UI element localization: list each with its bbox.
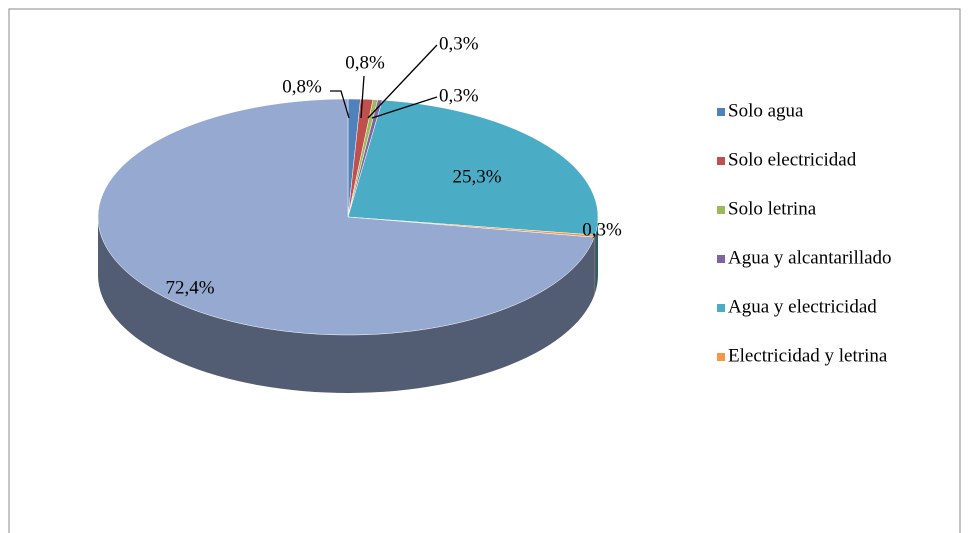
data-label: 0,3% (439, 33, 479, 54)
legend-label: Solo electricidad (728, 149, 857, 170)
pie-slice (347, 99, 599, 236)
legend-label: Solo letrina (728, 198, 817, 219)
legend-swatch (717, 157, 725, 165)
legend-swatch (717, 108, 725, 116)
legend-label: Agua y electricidad (728, 296, 877, 317)
data-label: 0,8% (282, 76, 322, 97)
legend-swatch (717, 206, 725, 214)
leader-line (330, 90, 350, 119)
data-label: 0,8% (345, 52, 385, 73)
legend-swatch (717, 255, 725, 263)
pie-side (98, 217, 595, 394)
legend-label: Electricidad y letrina (728, 345, 888, 366)
legend-label: Solo agua (728, 100, 804, 121)
legend-label: Agua y alcantarillado (728, 247, 892, 268)
leader-line (371, 96, 438, 119)
data-label: 25,3% (452, 166, 501, 187)
legend-swatch (717, 353, 725, 361)
data-label: 0,3% (439, 85, 479, 106)
pie-slice (97, 98, 595, 336)
pie-side (595, 217, 598, 294)
data-label: 72,4% (165, 277, 214, 298)
leader-line (367, 44, 438, 119)
data-label: 0,3% (582, 219, 622, 240)
pie-side (594, 235, 596, 296)
leader-line (360, 75, 365, 119)
legend-swatch (717, 304, 725, 312)
